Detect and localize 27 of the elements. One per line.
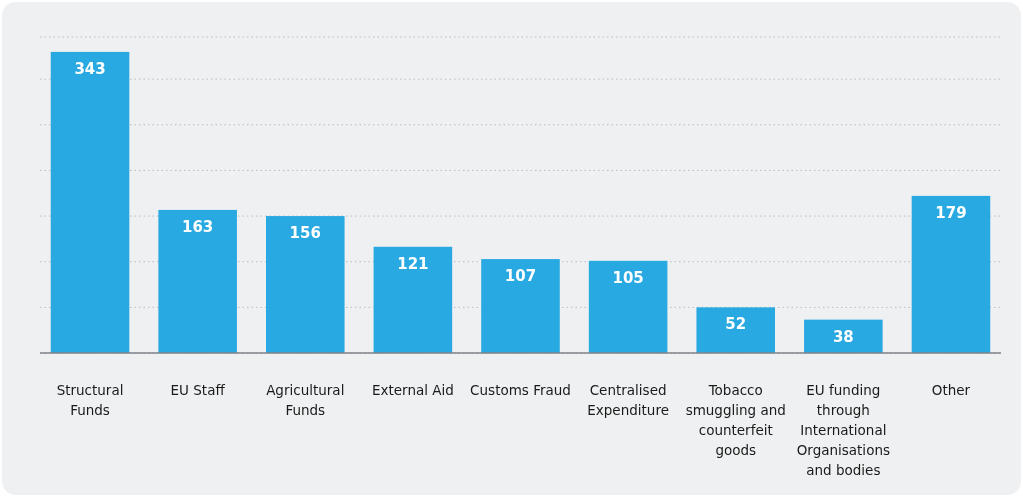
data-label: 343 bbox=[74, 59, 106, 78]
bar bbox=[158, 209, 237, 353]
x-tick-label: Structural Funds bbox=[56, 382, 124, 418]
data-label: 121 bbox=[397, 254, 429, 273]
bar bbox=[373, 246, 453, 353]
data-label: 107 bbox=[504, 267, 537, 286]
data-label: 156 bbox=[289, 224, 321, 243]
bar bbox=[481, 259, 560, 353]
x-tick-label: Agricultural Funds bbox=[266, 382, 345, 418]
bar bbox=[588, 260, 668, 353]
x-tick-label: Other bbox=[931, 382, 971, 398]
bar bbox=[911, 195, 991, 353]
bar bbox=[265, 216, 345, 353]
x-tick-label: Customs Fraud bbox=[470, 382, 571, 398]
bar bbox=[804, 319, 883, 353]
data-label: 38 bbox=[832, 327, 854, 346]
data-label: 163 bbox=[182, 217, 214, 236]
x-tick-label: Centralised Expenditure bbox=[587, 382, 669, 418]
x-tick-label: EU funding through International Organisations and bodies bbox=[796, 382, 890, 478]
data-label: 52 bbox=[725, 315, 747, 334]
bar bbox=[696, 307, 776, 353]
x-tick-label: External Aid bbox=[371, 382, 454, 398]
x-tick-label: EU Staff bbox=[170, 382, 226, 398]
x-tick-label: Tobacco smuggling and counterfeit goods bbox=[685, 382, 786, 458]
bar bbox=[50, 51, 130, 353]
data-label: 105 bbox=[612, 268, 644, 287]
data-label: 179 bbox=[935, 203, 967, 222]
